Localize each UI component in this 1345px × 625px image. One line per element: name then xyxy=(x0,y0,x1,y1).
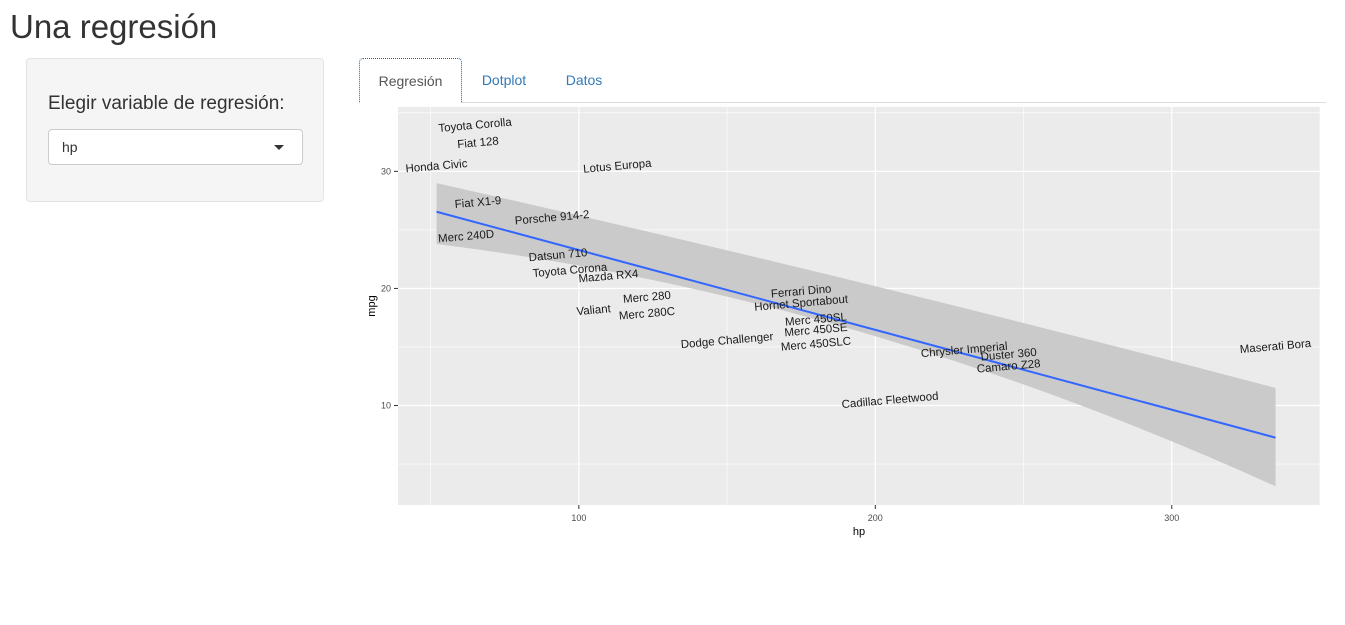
regression-line xyxy=(436,210,1276,439)
point-label: Lotus Europa xyxy=(583,158,653,176)
y-axis-title: mpg xyxy=(366,295,378,316)
y-tick-label: 10 xyxy=(381,401,391,411)
sidebar-panel: Elegir variable de regresión: hp xyxy=(26,58,324,202)
tab-dotplot[interactable]: Dotplot xyxy=(481,72,527,88)
point-label: Datsun 710 xyxy=(528,247,588,264)
point-label: Honda Civic xyxy=(405,158,468,175)
point-label: Merc 280C xyxy=(618,306,675,323)
tab-bar: Regresión Dotplot Datos xyxy=(359,58,1326,103)
x-tick-label: 300 xyxy=(1164,513,1179,523)
point-label: Fiat X1-9 xyxy=(454,195,502,211)
y-tick-label: 20 xyxy=(381,283,391,293)
caret-down-icon xyxy=(274,145,284,150)
point-label: Merc 240D xyxy=(438,229,495,246)
select-value: hp xyxy=(62,139,78,155)
x-axis-title: hp xyxy=(853,526,865,538)
x-tick-label: 100 xyxy=(571,513,586,523)
point-label: Mazda RX4 xyxy=(578,268,640,285)
point-label: Valiant xyxy=(576,303,612,318)
regression-variable-label: Elegir variable de regresión: xyxy=(48,93,285,114)
point-label: Duster 360 xyxy=(980,347,1037,364)
y-tick-label: 30 xyxy=(381,166,391,176)
point-label: Merc 450SL xyxy=(785,311,848,328)
confidence-ribbon xyxy=(436,183,1276,487)
point-label: Camaro Z28 xyxy=(976,358,1041,376)
regression-variable-select[interactable]: hp xyxy=(48,129,303,165)
point-label: Fiat 128 xyxy=(457,136,499,152)
page-title: Una regresión xyxy=(10,8,218,45)
tab-regresion[interactable]: Regresión xyxy=(359,58,462,103)
x-tick-label: 200 xyxy=(868,513,883,523)
point-label: Merc 280 xyxy=(623,290,672,306)
point-label: Ferrari Dino xyxy=(770,283,832,300)
tab-datos[interactable]: Datos xyxy=(565,72,603,88)
point-label: Merc 450SE xyxy=(784,322,848,339)
